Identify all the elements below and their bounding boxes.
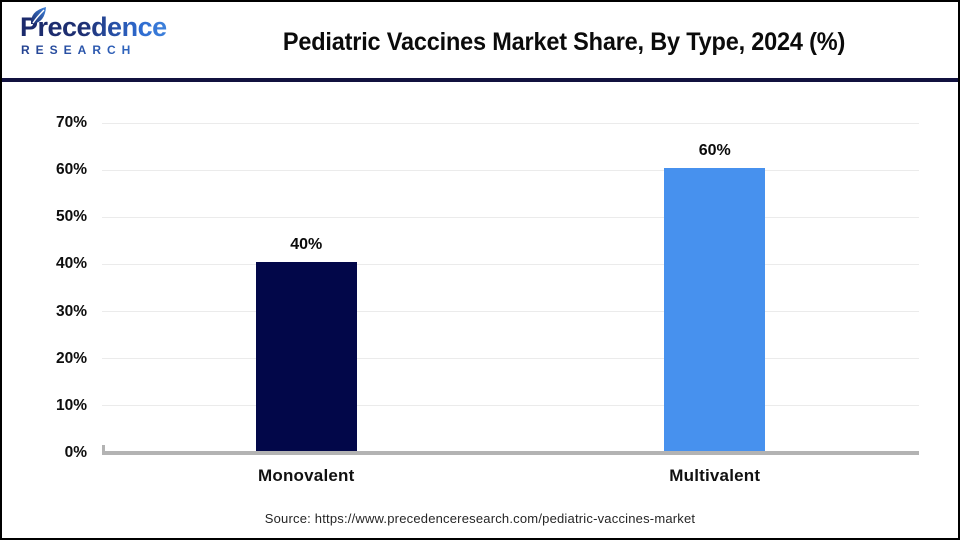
gridline — [102, 358, 919, 360]
y-axis-tick-label: 10% — [55, 396, 87, 414]
gridline — [102, 122, 919, 124]
gridline — [102, 405, 919, 407]
brand-name: Precedence — [18, 12, 188, 42]
brand-logo: Precedence RESEARCH — [18, 7, 188, 57]
y-axis-tick-label: 60% — [55, 161, 87, 179]
leaf-icon — [30, 7, 46, 24]
brand-subtext: RESEARCH — [18, 43, 188, 57]
bar-value-label: 60% — [698, 142, 731, 160]
gridline — [102, 263, 919, 265]
y-axis-tick-label: 0% — [64, 444, 87, 461]
x-axis-category-label: Monovalent — [258, 466, 355, 485]
x-axis-category-label: Multivalent — [669, 466, 761, 485]
gridline — [102, 311, 919, 313]
y-axis-tick-label: 30% — [55, 302, 87, 320]
gridline — [102, 169, 919, 171]
bar-multivalent[interactable] — [664, 168, 766, 451]
chart-title: Pediatric Vaccines Market Share, By Type… — [282, 28, 846, 56]
y-axis-tick-label: 20% — [55, 349, 87, 367]
gridline — [102, 216, 919, 218]
y-axis-tick-label: 70% — [55, 114, 87, 131]
x-axis-corner — [102, 445, 105, 455]
bar-monovalent[interactable] — [255, 262, 357, 451]
bar-value-label: 40% — [290, 236, 323, 254]
y-axis-tick-label: 40% — [55, 255, 87, 273]
y-axis-tick-label: 50% — [55, 208, 87, 226]
x-axis-line — [102, 451, 919, 455]
header-divider — [2, 78, 958, 82]
source-note: Source: https://www.precedenceresearch.c… — [264, 511, 696, 526]
header: Precedence RESEARCH Pediatric Vaccines M… — [2, 2, 958, 78]
chart-area: Source: https://www.precedenceresearch.c… — [2, 82, 958, 538]
